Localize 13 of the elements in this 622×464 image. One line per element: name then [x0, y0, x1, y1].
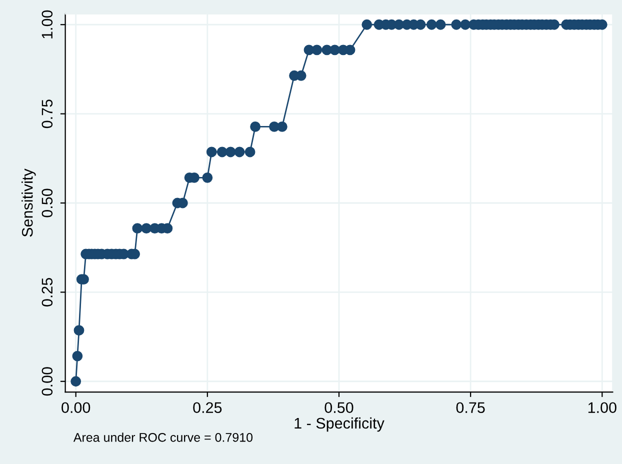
text: Area under ROC curve = 0.7910: [73, 432, 253, 442]
y-axis-title: Sensitivity: [22, 168, 36, 237]
x-tick-label: 0.75: [456, 402, 485, 414]
y-tick-label: 0.00: [42, 367, 53, 396]
x-tick-label: 1.00: [588, 402, 616, 414]
y-tick-label: 0.50: [42, 188, 53, 218]
x-axis-title: 1 - Specificity: [294, 417, 384, 432]
x-tick-label: 0.25: [193, 402, 222, 414]
x-tick-label: 0.00: [62, 402, 90, 414]
y-tick-label: 1.00: [42, 10, 53, 38]
y-tick-label: 0.75: [42, 100, 53, 128]
x-tick-label: 0.50: [324, 402, 354, 414]
y-tick-label: 0.25: [42, 278, 53, 306]
